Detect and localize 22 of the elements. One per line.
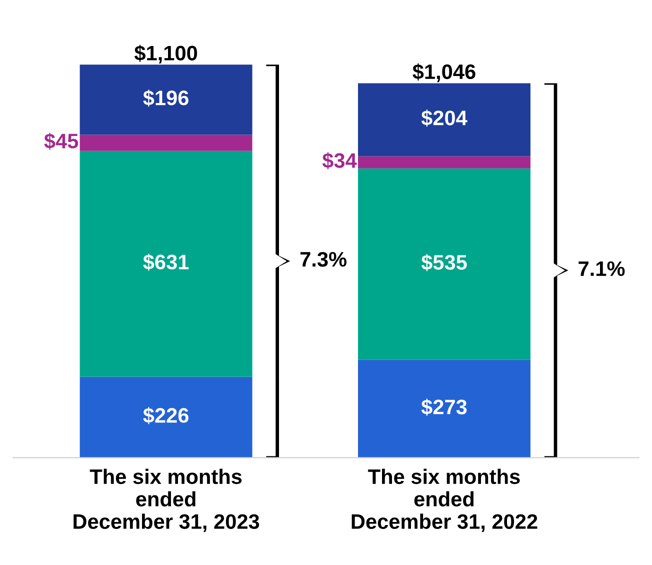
bar	[358, 156, 530, 168]
total-label: $1,046	[412, 63, 476, 82]
data-label: $631	[143, 254, 189, 271]
annotation: 7.1%	[578, 261, 625, 276]
bar	[80, 376, 252, 458]
data-label: $226	[143, 407, 188, 424]
x-tick-label: The six months ended December 31, 2022	[352, 468, 538, 532]
bar	[358, 83, 530, 156]
data-label: $45	[44, 132, 78, 150]
data-label: $273	[421, 398, 467, 416]
data-label: $535	[421, 254, 467, 272]
data-label: $204	[421, 110, 468, 127]
bar	[80, 134, 252, 151]
data-label: $34	[322, 152, 357, 170]
bar	[358, 360, 530, 458]
total-label: $1,100	[134, 44, 198, 64]
x-tick-label: The six months ended December 31, 2023	[74, 468, 260, 532]
bar	[80, 150, 252, 377]
data-label: $196	[143, 90, 188, 107]
bar	[358, 168, 530, 360]
bar	[80, 64, 252, 135]
annotation: 7.3%	[300, 252, 347, 267]
